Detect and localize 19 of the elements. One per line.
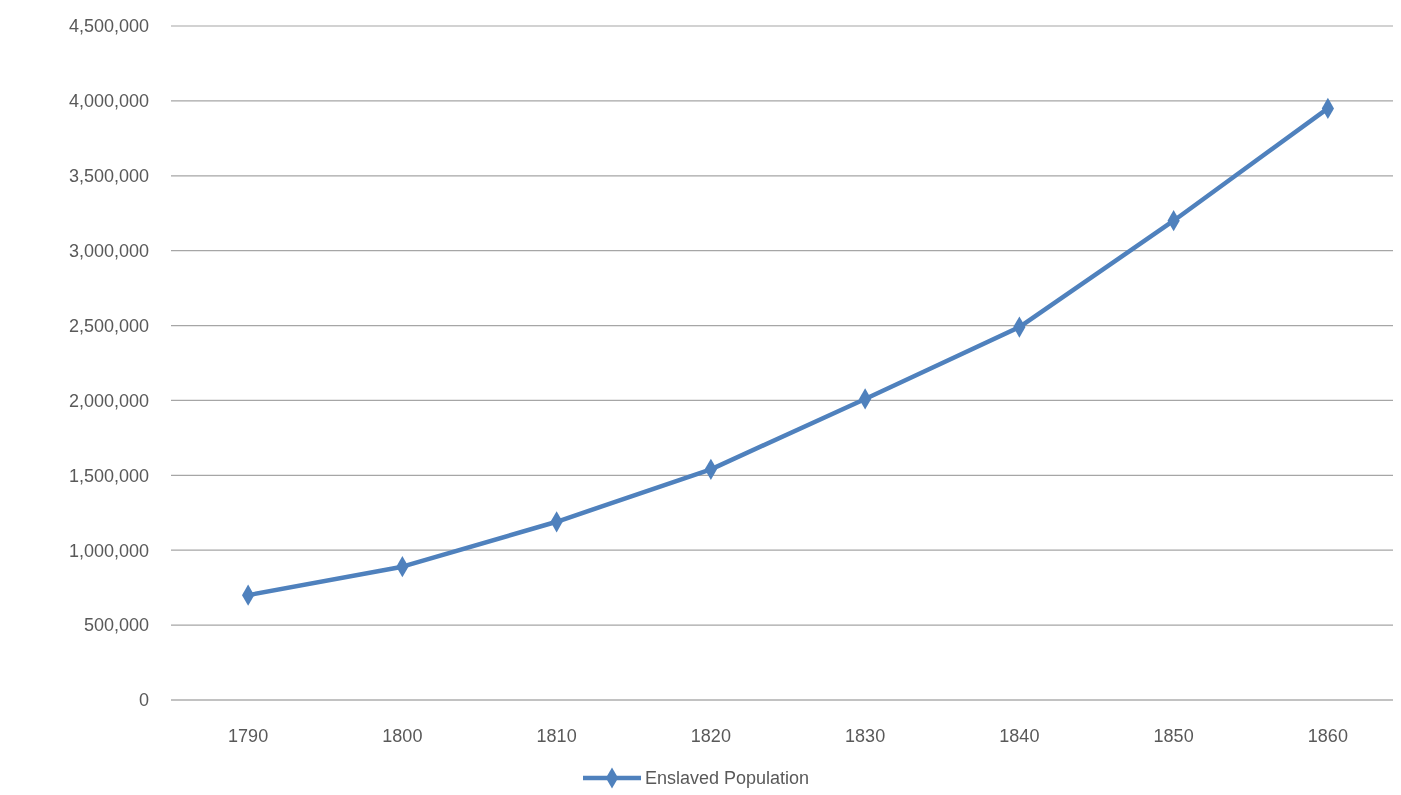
x-tick-label: 1800 <box>382 726 423 746</box>
y-tick-label: 2,000,000 <box>68 390 149 411</box>
y-tick-label: 3,000,000 <box>68 240 149 261</box>
x-tick-label: 1790 <box>228 726 269 746</box>
y-tick-label: 3,500,000 <box>68 166 149 187</box>
y-tick-label: 0 <box>138 690 149 711</box>
x-tick-label: 1830 <box>845 726 886 746</box>
x-tick-label: 1810 <box>536 726 577 746</box>
y-tick-label: 1,500,000 <box>68 465 149 486</box>
x-tick-label: 1850 <box>1153 726 1194 746</box>
legend-label: Enslaved Population <box>645 768 810 789</box>
x-tick-label: 1820 <box>690 726 731 746</box>
y-tick-label: 4,000,000 <box>68 91 149 112</box>
y-tick-label: 1,000,000 <box>68 540 149 561</box>
y-tick-label: 4,500,000 <box>68 16 149 37</box>
y-tick-label: 2,500,000 <box>68 315 149 336</box>
x-tick-label: 1860 <box>1307 726 1348 746</box>
y-tick-label: 500,000 <box>83 615 149 636</box>
x-tick-label: 1840 <box>999 726 1040 746</box>
